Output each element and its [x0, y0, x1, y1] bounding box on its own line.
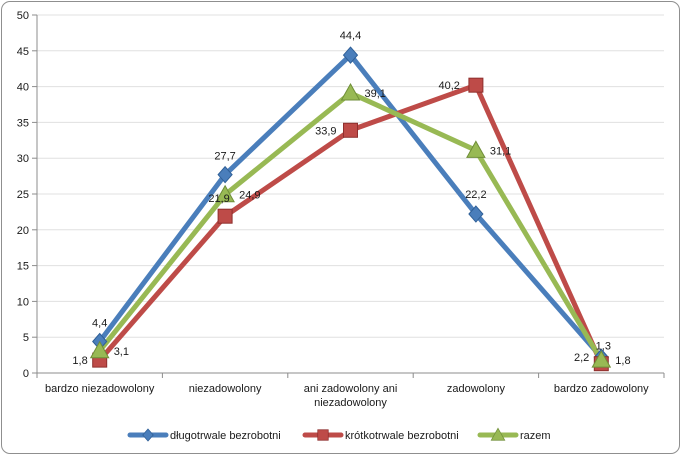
y-axis: 0 5 10 15 20 25 30 35 40 45 50: [17, 10, 38, 380]
y-tick-label: 15: [17, 261, 29, 273]
legend-marker: [490, 427, 506, 441]
x-tick-label: bardzo niezadowolony: [45, 383, 155, 395]
data-point-marker: [217, 165, 233, 184]
data-point-marker: [466, 140, 486, 158]
data-label: 44,4: [340, 30, 361, 42]
data-label: 33,9: [315, 125, 336, 137]
x-tick-label: niezadowolony: [189, 383, 262, 395]
data-labels: 4,4 27,7 44,4 22,2 2,2 1,8 21,9 33,9 40,2 1,3 3,1 2…: [72, 30, 630, 367]
y-tick-label: 5: [23, 332, 29, 344]
data-label: 40,2: [438, 80, 459, 92]
y-tick-label: 0: [23, 368, 29, 380]
data-label: 31,1: [490, 145, 511, 157]
data-label: 3,1: [114, 346, 129, 358]
data-point-marker: [591, 350, 612, 368]
data-point-marker: [89, 340, 110, 359]
data-point-marker: [217, 208, 233, 224]
x-tick-label: niezadowolony: [314, 397, 387, 409]
x-tick-label: bardzo zadowolony: [554, 383, 649, 395]
y-tick-label: 45: [17, 46, 29, 58]
data-label: 1,8: [615, 355, 630, 367]
x-tick-label: zadowolony: [447, 383, 506, 395]
y-tick-label: 25: [17, 189, 29, 201]
data-label: 24,9: [239, 190, 260, 202]
legend-marker: [317, 429, 329, 441]
y-tick-label: 20: [17, 225, 29, 237]
y-tick-label: 10: [17, 296, 29, 308]
data-label: 4,4: [92, 317, 107, 329]
data-point-marker: [215, 184, 235, 203]
data-label: 2,2: [574, 352, 589, 364]
data-point-marker: [340, 83, 361, 101]
data-label: 39,1: [365, 88, 386, 100]
legend-label: długotrwale bezrobotni: [170, 430, 281, 442]
data-label: 1,8: [72, 355, 87, 367]
data-point-marker: [468, 205, 484, 223]
legend-label: krótkotrwale bezrobotni: [345, 430, 459, 442]
data-label: 21,9: [208, 193, 229, 205]
data-point-marker: [468, 77, 484, 93]
data-label: 1,3: [596, 341, 611, 353]
y-tick-label: 35: [17, 117, 29, 129]
y-tick-label: 50: [17, 10, 29, 22]
x-axis: bardzo niezadowolony niezadowolony ani zad…: [36, 372, 665, 409]
series-lines: [97, 52, 604, 367]
x-tick-label: ani zadowolony ani: [304, 383, 398, 395]
data-point-marker: [343, 122, 358, 138]
series-markers: [89, 46, 612, 372]
legend-marker: [142, 428, 154, 442]
legend: długotrwale bezrobotni krótkotrwale bezro…: [127, 427, 551, 442]
data-label: 27,7: [214, 151, 235, 163]
data-point-marker: [342, 46, 359, 64]
data-label: 22,2: [465, 189, 486, 201]
y-tick-label: 40: [17, 82, 29, 94]
legend-label: razem: [520, 430, 551, 442]
y-tick-label: 30: [17, 153, 29, 165]
